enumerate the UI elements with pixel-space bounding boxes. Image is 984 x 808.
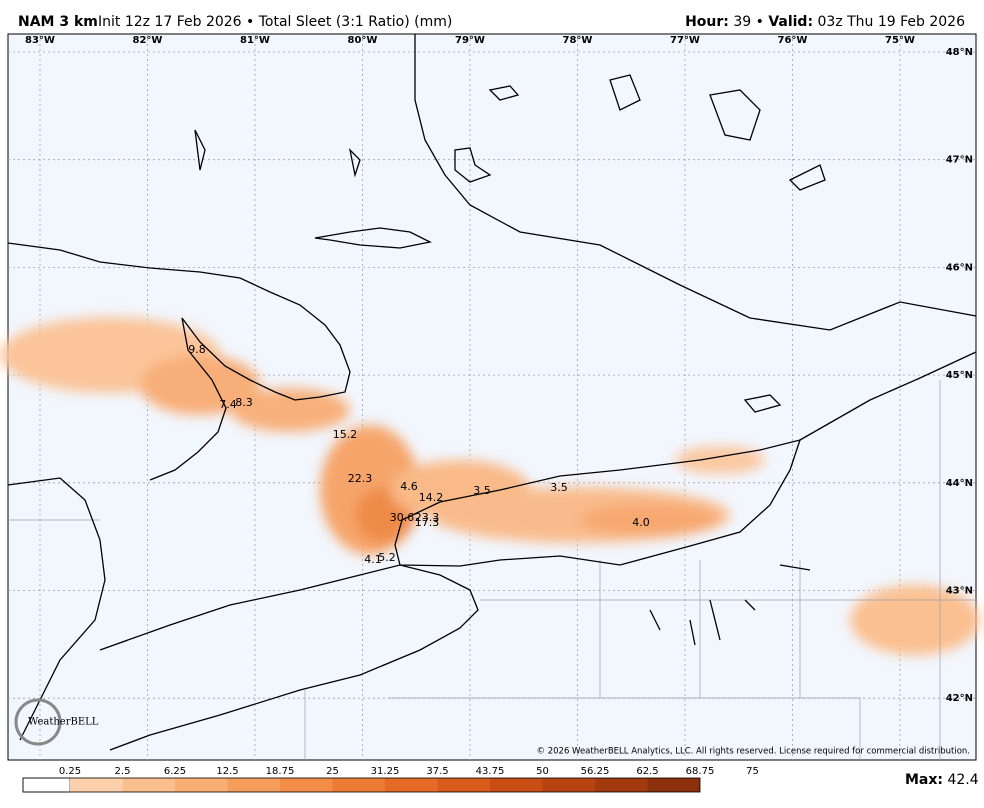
colorbar-segment: [437, 778, 490, 792]
point-value: 15.2: [333, 428, 358, 441]
colorbar-label: 18.75: [266, 766, 295, 777]
logo-mark: [14, 698, 62, 746]
finger-lakes: [649, 564, 811, 646]
colorbar-segment: [70, 778, 123, 792]
inland-lakes: [194, 74, 826, 413]
sleet-area: [580, 504, 720, 536]
point-value: 17.3: [415, 516, 440, 529]
hour-label: Hour:: [685, 14, 729, 30]
longitude-label: 79°W: [455, 35, 485, 46]
longitude-label: 83°W: [25, 35, 55, 46]
longitude-label: 81°W: [240, 35, 270, 46]
latitude-label: 43°N: [946, 586, 973, 597]
point-value: 14.2: [419, 491, 444, 504]
colorbar-label: 50: [536, 766, 549, 777]
longitude-label: 76°W: [778, 35, 808, 46]
colorbar-segment: [280, 778, 333, 792]
valid-time: Hour: 39 • Valid: 03z Thu 19 Feb 2026: [685, 14, 965, 30]
ottawa-river: [414, 34, 977, 331]
colorbar-segment: [542, 778, 595, 792]
colorbar-label: 25: [326, 766, 339, 777]
colorbar-label: 31.25: [371, 766, 400, 777]
latitude-label: 42°N: [946, 693, 973, 704]
colorbar-label: 43.75: [476, 766, 505, 777]
longitude-label: 77°W: [670, 35, 700, 46]
latitude-label: 46°N: [946, 262, 973, 273]
valid-label: Valid:: [768, 14, 813, 30]
labels: 83°W 82°W 81°W 80°W 79°W 78°W 77°W 76°W 75°W 48°N…: [25, 35, 973, 704]
point-value: 30.6: [390, 511, 415, 524]
point-value: 3.5: [473, 484, 491, 497]
max-value: 42.4: [947, 772, 978, 788]
point-value: 5.2: [378, 551, 396, 564]
logo-text: WeatherBELL: [28, 717, 99, 728]
colorbar-segment: [385, 778, 438, 792]
boundaries: [7, 34, 977, 760]
hour: 39 •: [733, 14, 764, 30]
state-county-lines: [8, 380, 976, 760]
sleet-area: [850, 585, 980, 655]
run-info: Init 12z 17 Feb 2026 • Total Sleet (3:1 …: [98, 14, 452, 30]
colorbar-segment: [175, 778, 228, 792]
point-value: 4.1: [364, 553, 382, 566]
longitude-label: 75°W: [885, 35, 915, 46]
colorbar-segment: [332, 778, 385, 792]
latitude-label: 45°N: [946, 370, 973, 381]
latitude-label: 44°N: [946, 478, 973, 489]
sleet-area: [675, 446, 765, 474]
colorbar-label: 56.25: [581, 766, 610, 777]
michigan-shore: [7, 477, 106, 741]
colorbar-segment: [122, 778, 175, 792]
colorbar-segment: [227, 778, 280, 792]
colorbar-label: 68.75: [686, 766, 715, 777]
colorbar-segment: [490, 778, 543, 792]
longitude-label: 80°W: [348, 35, 378, 46]
point-value: 22.3: [348, 472, 373, 485]
colorbar-label: 12.5: [216, 766, 238, 777]
colorbar-label: 0.25: [59, 766, 81, 777]
colorbar-label: 2.5: [115, 766, 131, 777]
colorbar-label: 6.25: [164, 766, 186, 777]
colorbar-label: 75: [746, 766, 759, 777]
colorbar-label: 37.5: [426, 766, 448, 777]
colorbar-segment: [647, 778, 700, 792]
colorbar-segment: [22, 777, 71, 793]
point-value: 3.5: [550, 481, 568, 494]
latitude-label: 47°N: [946, 155, 973, 166]
point-value: 4.6: [400, 480, 418, 493]
longitude-label: 82°W: [133, 35, 163, 46]
point-value: 9.8: [188, 343, 206, 356]
model-name: NAM 3 km: [18, 14, 98, 30]
sleet-field: [0, 317, 980, 655]
valid: 03z Thu 19 Feb 2026: [818, 14, 966, 30]
point-value: 8.3: [235, 396, 253, 409]
max-display: Max: 42.4: [905, 772, 979, 788]
point-value: 23.3: [415, 511, 440, 524]
point-value: 7.4: [219, 398, 237, 411]
point-value: 4.0: [632, 516, 650, 529]
longitude-label: 78°W: [563, 35, 593, 46]
st-lawrence: [799, 351, 977, 441]
sleet-area: [230, 388, 350, 432]
colorbar-outline: [22, 777, 701, 793]
copyright: © 2026 WeatherBELL Analytics, LLC. All r…: [537, 747, 970, 757]
sleet-area: [140, 355, 260, 415]
latitude-label: 48°N: [946, 47, 973, 58]
colorbar-label: 62.5: [636, 766, 658, 777]
lake-huron-shore: [7, 242, 351, 481]
lake-erie-shore: [99, 564, 479, 751]
logo: WeatherBELL: [14, 698, 99, 746]
max-label: Max:: [905, 772, 943, 788]
colorbar-segment: [595, 778, 648, 792]
colorbar: 0.25 2.5 6.25 12.5 18.75 25 31.25 37.5 43.75 50 56…: [22, 766, 759, 793]
